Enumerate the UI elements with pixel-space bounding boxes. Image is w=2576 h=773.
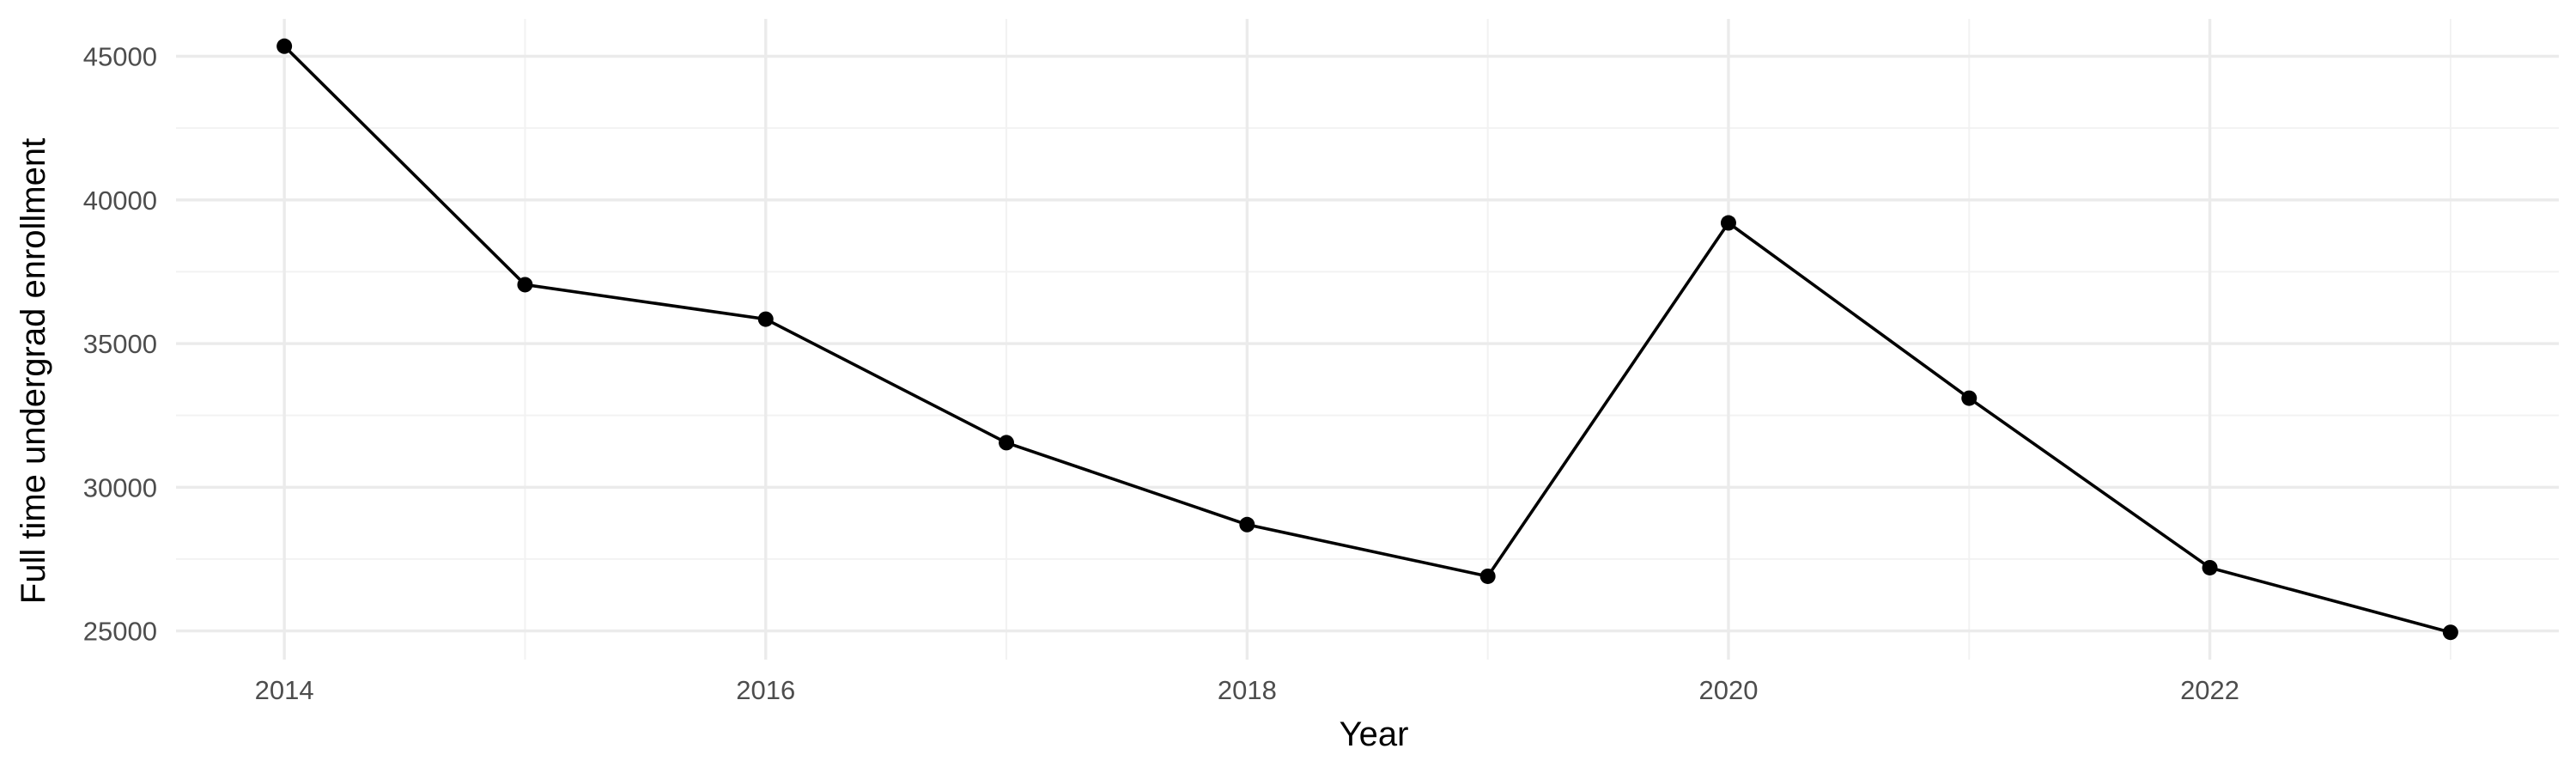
y-tick-label: 35000: [83, 329, 157, 359]
data-point: [2442, 624, 2458, 641]
x-axis-title: Year: [1340, 715, 1409, 753]
data-point: [999, 435, 1015, 451]
series-line: [283, 45, 2451, 634]
data-point: [517, 277, 533, 293]
data-point: [1961, 390, 1978, 406]
grid: [176, 19, 2559, 660]
data-point: [2202, 559, 2218, 575]
x-tick-label: 2020: [1698, 675, 1758, 705]
y-tick-label: 45000: [83, 41, 157, 71]
y-axis-title: Full time undergrad enrollment: [15, 138, 52, 604]
y-tick-label: 25000: [83, 617, 157, 647]
data-point: [276, 38, 293, 54]
y-axis-ticks: 25000 30000 35000 40000 45000: [83, 41, 157, 646]
data-point: [757, 311, 774, 327]
y-tick-label: 40000: [83, 186, 157, 216]
x-tick-label: 2014: [255, 675, 314, 705]
x-tick-label: 2016: [736, 675, 795, 705]
data-point: [1239, 516, 1255, 533]
x-tick-label: 2022: [2180, 675, 2239, 705]
series: [276, 38, 2458, 641]
y-tick-label: 30000: [83, 472, 157, 502]
x-axis-ticks: 2014 2016 2018 2020 2022: [255, 675, 2239, 705]
x-tick-label: 2018: [1218, 675, 1277, 705]
data-point: [1720, 215, 1736, 231]
data-point: [1479, 568, 1496, 584]
